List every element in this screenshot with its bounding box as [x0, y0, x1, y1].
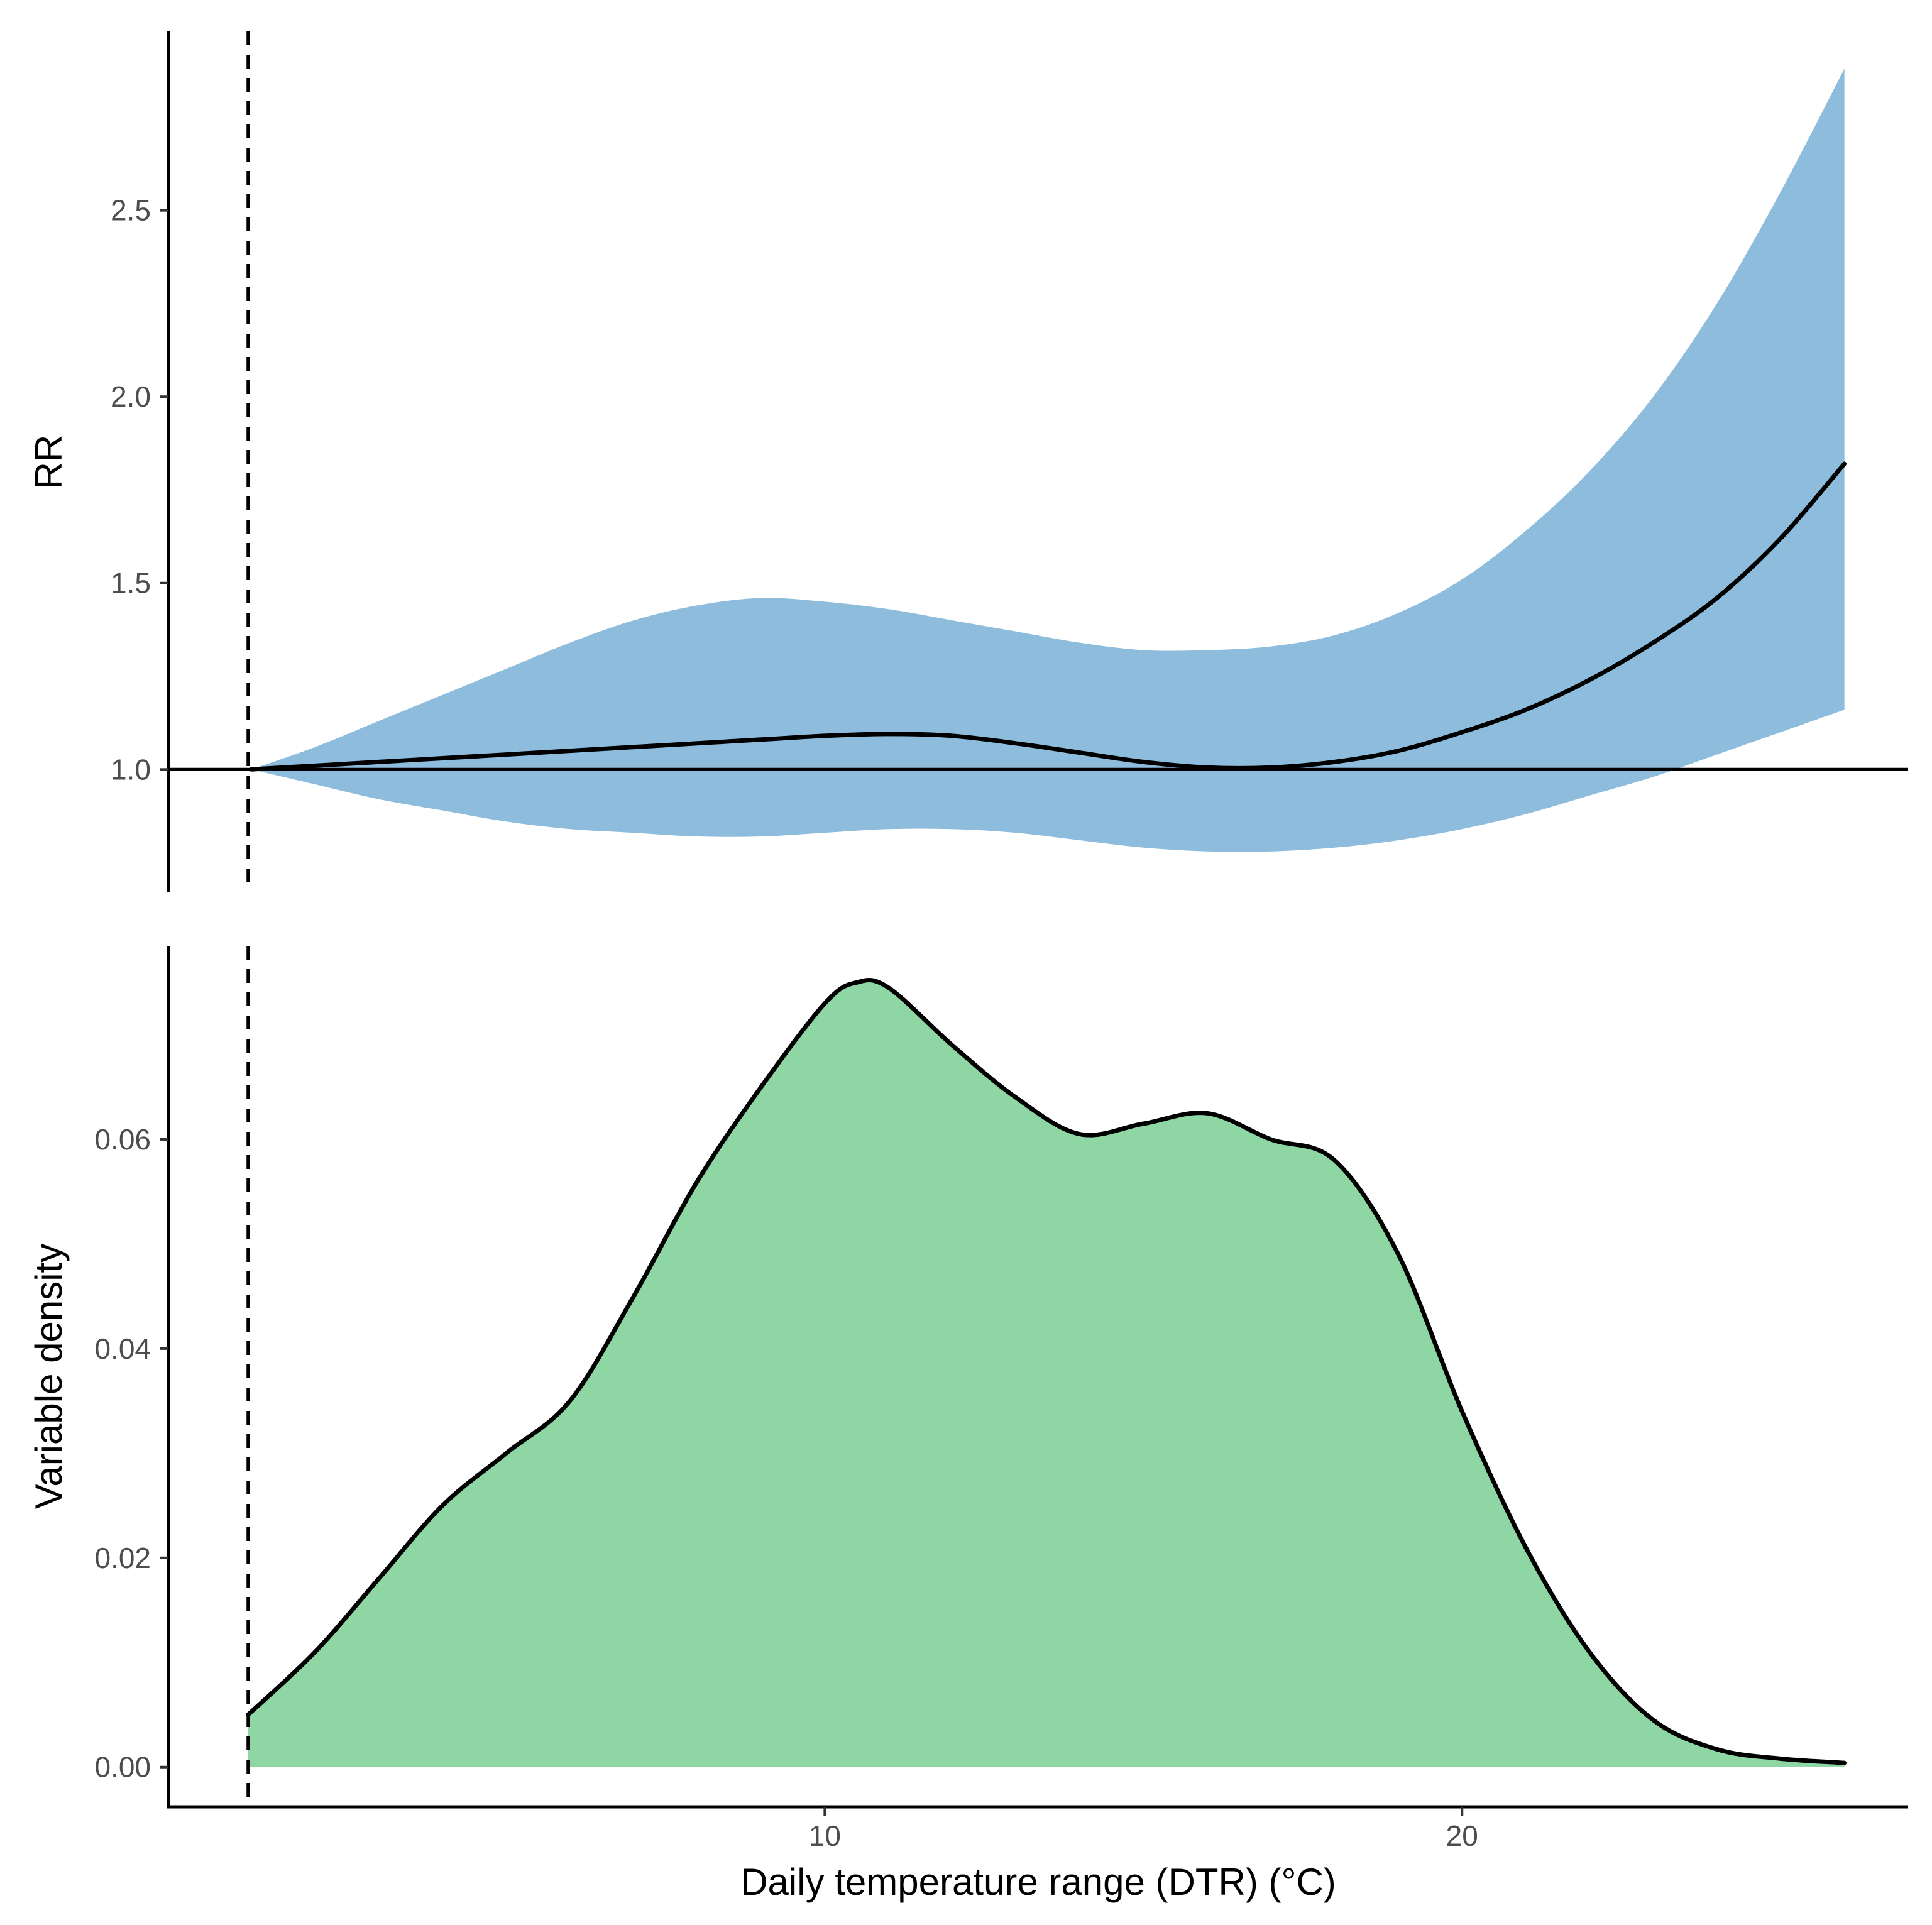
density-y-axis-title: Variable density [28, 1244, 70, 1509]
rr-y-tick-label: 1.0 [111, 753, 151, 786]
x-tick-label: 10 [809, 1819, 841, 1852]
density-x-ticks: 10 20 [809, 1807, 1478, 1852]
density-curve [246, 978, 1847, 1765]
x-tick-label: 20 [1446, 1819, 1478, 1852]
rr-estimate-line [249, 461, 1847, 772]
density-y-tick-label: 0.06 [94, 1123, 151, 1156]
x-axis-title: Daily temperature range (DTR) (°C) [740, 1861, 1336, 1903]
rr-y-axis-title: RR [28, 435, 70, 490]
rr-y-tick-label: 2.5 [111, 194, 151, 227]
density-panel: 0.00 0.02 0.04 0.06 10 20 Variable density D… [28, 946, 1908, 1903]
rr-confidence-band [251, 69, 1845, 852]
density-y-tick-label: 0.00 [94, 1751, 151, 1784]
rr-y-tick-label: 2.0 [111, 380, 151, 413]
density-y-ticks: 0.00 0.02 0.04 0.06 [94, 1123, 168, 1784]
rr-panel: 1.0 1.5 2.0 2.5 RR [28, 31, 1908, 892]
rr-y-ticks: 1.0 1.5 2.0 2.5 [111, 194, 168, 786]
density-y-tick-label: 0.02 [94, 1542, 151, 1574]
density-y-tick-label: 0.04 [94, 1332, 151, 1365]
rr-y-tick-label: 1.5 [111, 567, 151, 600]
density-area [248, 980, 1845, 1767]
